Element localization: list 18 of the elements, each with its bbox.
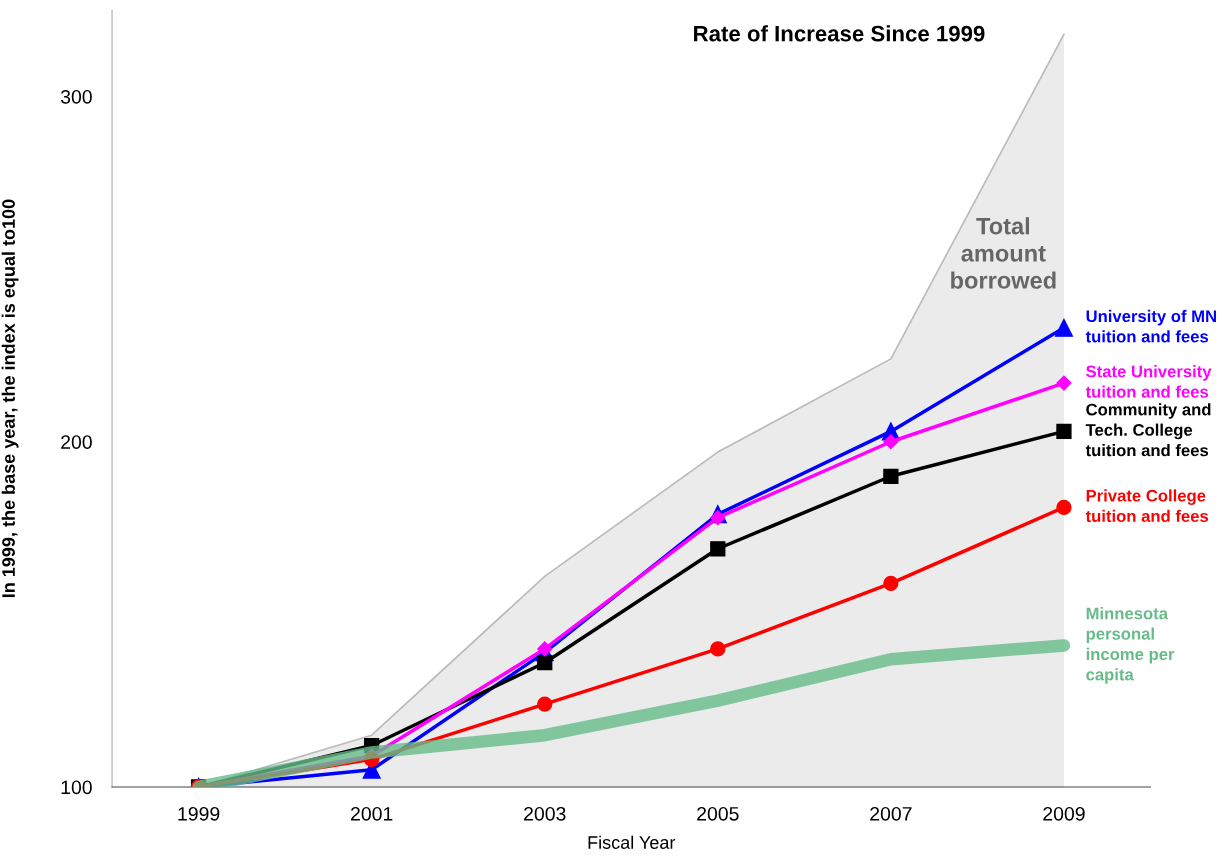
x-tick-label: 2005 xyxy=(697,806,739,821)
series-label: Minnesota personal income per capita xyxy=(1086,607,1175,684)
x-tick-label: 2003 xyxy=(524,806,566,821)
text: Rate of Increase Since 1999 xyxy=(694,25,985,42)
series-label: Total amount borrowed xyxy=(951,217,1056,289)
series-label: Community and Tech. College tuition and fees xyxy=(1085,403,1211,457)
y-tick-label: 200 xyxy=(61,435,92,449)
x-axis-title: Fiscal Year xyxy=(588,835,676,849)
y-tick-label: 300 xyxy=(60,89,92,104)
x-tick-label: 2009 xyxy=(1043,806,1085,821)
y-axis-title: In 1999, the base year, the index is equal to100 xyxy=(1,199,19,598)
series-label: Private College tuition and fees xyxy=(1085,489,1209,523)
x-tick-label: 1999 xyxy=(178,806,220,821)
x-tick-label: 2007 xyxy=(870,806,912,821)
series-label: University of MN tuition and fees xyxy=(1085,309,1216,343)
y-tick-label: 100 xyxy=(61,780,92,795)
x-tick-label: 2001 xyxy=(351,806,393,821)
series-label: State University tuition and fees xyxy=(1085,365,1212,398)
